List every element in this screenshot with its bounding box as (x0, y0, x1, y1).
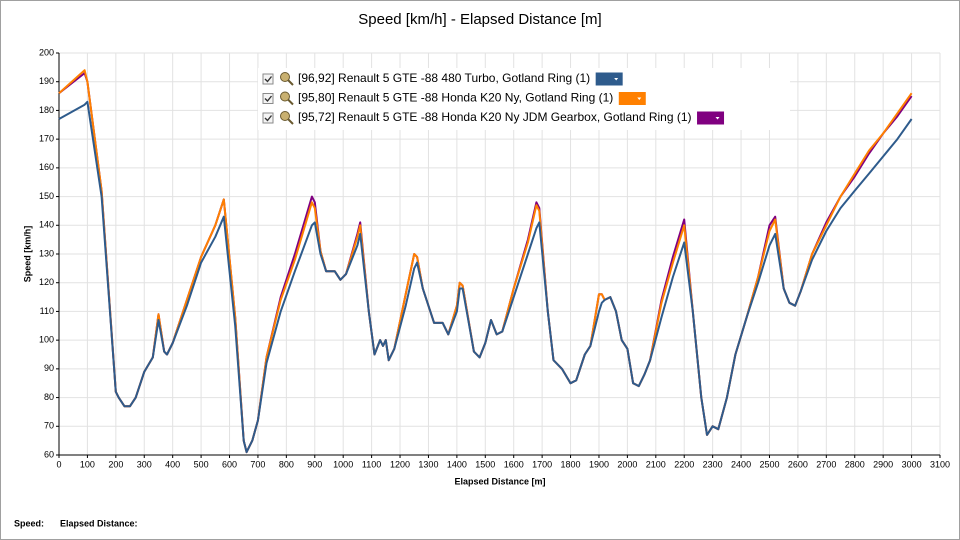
x-tick-label: 1400 (447, 459, 467, 469)
legend-label: [96,92] Renault 5 GTE -88 480 Turbo, Got… (298, 71, 590, 85)
x-tick-label: 2500 (759, 459, 779, 469)
legend-label: [95,80] Renault 5 GTE -88 Honda K20 Ny, … (298, 91, 613, 105)
y-axis-label: Speed [km/h] (22, 226, 32, 283)
legend-dropdown (637, 97, 642, 100)
series-line (58, 100, 913, 454)
y-tick-label: 130 (39, 248, 54, 258)
legend-color (617, 91, 647, 106)
x-tick-label: 1300 (418, 459, 438, 469)
x-tick-label: 2900 (873, 459, 893, 469)
x-tick-label: 100 (80, 459, 95, 469)
legend-icon (287, 118, 294, 125)
x-tick-label: 2100 (646, 459, 666, 469)
y-tick-label: 100 (39, 335, 54, 345)
legend-dropdown (715, 117, 720, 120)
y-tick-label: 140 (39, 220, 54, 230)
y-tick-label: 170 (39, 134, 54, 144)
x-tick-label: 400 (165, 459, 180, 469)
x-tick-label: 0 (56, 459, 61, 469)
legend-checkbox (262, 73, 274, 85)
legend-icon (280, 72, 290, 82)
x-tick-label: 1800 (561, 459, 581, 469)
legend-icon (287, 79, 294, 86)
legend-check (264, 115, 273, 122)
x-tick-label: 2000 (617, 459, 637, 469)
x-tick-label: 700 (250, 459, 265, 469)
x-tick-label: 500 (194, 459, 209, 469)
x-tick-label: 3100 (930, 459, 950, 469)
legend-icon (280, 111, 290, 121)
legend-checkbox (262, 112, 274, 124)
y-tick-label: 150 (39, 191, 54, 201)
legend-icon (287, 98, 294, 106)
legend-checkbox (262, 93, 274, 104)
footer-label: Elapsed Distance: (60, 518, 138, 528)
x-tick-label: 2300 (703, 459, 723, 469)
x-tick-label: 2200 (674, 459, 694, 469)
legend-check (264, 76, 273, 83)
x-tick-label: 1000 (333, 459, 353, 469)
y-tick-label: 70 (44, 421, 54, 431)
y-tick-label: 200 (39, 47, 54, 57)
legend-item: [95,72] Renault 5 GTE -88 Honda K20 Ny J… (262, 110, 726, 126)
x-tick-label: 3000 (902, 459, 922, 469)
x-tick-label: 1700 (532, 459, 552, 469)
legend-color (696, 110, 726, 126)
x-tick-label: 2700 (816, 459, 836, 469)
x-axis-label: Elapsed Distance [m] (454, 476, 545, 486)
y-tick-label: 120 (39, 277, 54, 287)
legend-item: [95,80] Renault 5 GTE -88 Honda K20 Ny, … (262, 91, 647, 106)
y-tick-label: 160 (39, 162, 54, 172)
x-tick-label: 1200 (390, 459, 410, 469)
y-tick-label: 180 (39, 105, 54, 115)
x-tick-label: 900 (307, 459, 322, 469)
y-tick-label: 190 (39, 76, 54, 86)
legend-icon (280, 91, 290, 102)
legend-color (594, 71, 624, 87)
y-tick-label: 110 (40, 306, 54, 316)
x-tick-label: 2600 (788, 459, 808, 469)
footer-label: Speed: (14, 518, 44, 528)
legend-check (264, 95, 273, 103)
y-tick-label: 60 (44, 449, 54, 459)
x-tick-label: 300 (137, 459, 152, 469)
x-tick-label: 600 (222, 459, 237, 469)
x-tick-label: 1600 (504, 459, 524, 469)
chart-title: Speed [km/h] - Elapsed Distance [m] (358, 11, 601, 28)
x-tick-label: 2800 (845, 459, 865, 469)
legend-label: [95,72] Renault 5 GTE -88 Honda K20 Ny J… (298, 110, 692, 124)
x-tick-label: 1500 (475, 459, 495, 469)
x-tick-label: 2400 (731, 459, 751, 469)
y-tick-label: 80 (44, 392, 54, 402)
x-tick-label: 1900 (589, 459, 609, 469)
x-tick-label: 800 (279, 459, 294, 469)
y-tick-label: 90 (44, 363, 54, 373)
legend: [96,92] Renault 5 GTE -88 480 Turbo, Got… (258, 68, 790, 130)
x-tick-label: 200 (108, 459, 123, 469)
x-tick-label: 1100 (362, 459, 381, 469)
legend-item: [96,92] Renault 5 GTE -88 480 Turbo, Got… (262, 71, 624, 87)
legend-dropdown (614, 78, 619, 81)
